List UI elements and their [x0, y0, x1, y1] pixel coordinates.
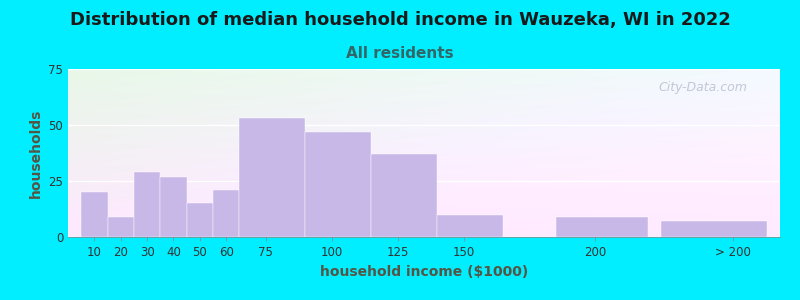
Bar: [160, 176, 186, 237]
Bar: [437, 214, 503, 237]
Bar: [662, 221, 767, 237]
Text: City-Data.com: City-Data.com: [659, 81, 748, 94]
Bar: [556, 217, 648, 237]
Bar: [306, 132, 371, 237]
Bar: [134, 172, 160, 237]
Bar: [371, 154, 437, 237]
Bar: [81, 192, 107, 237]
Y-axis label: households: households: [29, 108, 42, 198]
Text: All residents: All residents: [346, 46, 454, 62]
Text: Distribution of median household income in Wauzeka, WI in 2022: Distribution of median household income …: [70, 11, 730, 28]
Bar: [186, 203, 213, 237]
Bar: [239, 118, 306, 237]
X-axis label: household income ($1000): household income ($1000): [320, 265, 528, 279]
Bar: [107, 217, 134, 237]
Bar: [213, 190, 239, 237]
